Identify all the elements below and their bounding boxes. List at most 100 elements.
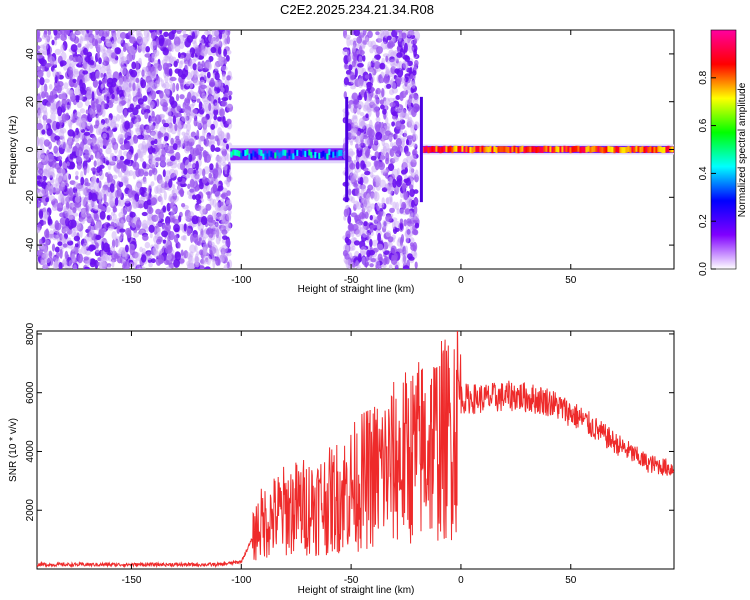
spectrogram-cell bbox=[100, 36, 106, 41]
spectrogram-cell bbox=[166, 244, 173, 254]
band-cell bbox=[557, 146, 560, 153]
spectrogram-cell bbox=[410, 212, 417, 221]
spectrogram-cell bbox=[388, 134, 393, 142]
spectrogram-cell bbox=[203, 103, 207, 113]
spectrogram-cell bbox=[349, 71, 355, 81]
spectrogram-cell bbox=[118, 235, 123, 242]
band-cell bbox=[571, 146, 574, 153]
spectrogram-cell bbox=[215, 38, 222, 46]
spectrogram-cell bbox=[373, 98, 381, 105]
spectrogram-cell bbox=[120, 100, 127, 105]
band-cell bbox=[242, 150, 245, 157]
band-cell bbox=[314, 152, 317, 158]
spectrogram-cell bbox=[223, 264, 229, 269]
x-tick-label: 0 bbox=[458, 575, 464, 586]
spectrogram-cell bbox=[354, 68, 358, 78]
spectrogram-cell bbox=[353, 98, 360, 109]
spectrogram-cell bbox=[186, 228, 191, 237]
spectrogram-cell bbox=[111, 259, 115, 268]
spectrogram-cell bbox=[73, 136, 80, 143]
spectrogram-cell bbox=[406, 135, 414, 140]
band-cell bbox=[613, 147, 616, 154]
spectrogram-cell bbox=[70, 219, 77, 229]
spectrogram-cell bbox=[68, 122, 73, 130]
spectrogram-cell bbox=[91, 218, 95, 226]
band-cell bbox=[453, 145, 456, 152]
spectrogram-cell bbox=[39, 77, 45, 86]
spectrogram-cell bbox=[135, 60, 140, 71]
spectrogram-cell bbox=[151, 147, 156, 153]
spectrogram-cell bbox=[81, 209, 85, 214]
spectrogram-cell bbox=[146, 199, 152, 206]
spectrogram-cell bbox=[83, 235, 89, 245]
spectrogram-cell bbox=[354, 166, 362, 173]
spectrogram-cell bbox=[212, 198, 217, 208]
spectrogram-cell bbox=[357, 78, 364, 88]
spectrogram-cell bbox=[373, 190, 378, 200]
spectrogram-cell bbox=[83, 154, 90, 161]
spectrogram-cell bbox=[187, 262, 194, 269]
band-cell bbox=[579, 147, 582, 154]
spectrogram-cell bbox=[198, 101, 203, 110]
spectrogram-cell bbox=[192, 63, 197, 71]
spectrogram-cell bbox=[62, 228, 69, 233]
spectrogram-cell bbox=[135, 152, 139, 160]
spectrogram-cell bbox=[226, 252, 232, 257]
spectrogram-cell bbox=[150, 90, 157, 100]
spectrogram-cell bbox=[60, 181, 66, 188]
spectrogram-cell bbox=[378, 162, 384, 168]
spectrogram-cell bbox=[399, 208, 405, 215]
band-cell bbox=[304, 151, 307, 157]
spectrogram-cell bbox=[154, 138, 158, 145]
spectrogram-cell bbox=[375, 124, 381, 133]
spectrogram-cell bbox=[360, 160, 366, 170]
spectrogram-cell bbox=[407, 253, 413, 260]
spectrogram-cell bbox=[37, 59, 40, 66]
y-tick-label: -40 bbox=[25, 237, 36, 252]
band-cell bbox=[653, 146, 656, 153]
band-cell bbox=[441, 146, 444, 153]
spectrogram-cell bbox=[160, 99, 164, 105]
spectrogram-cell bbox=[365, 113, 369, 119]
spectrogram-cell bbox=[125, 227, 132, 236]
spectrogram-cell bbox=[208, 103, 212, 112]
spectrogram-cell bbox=[118, 247, 126, 254]
band-cell bbox=[292, 153, 295, 160]
spectrogram-cell bbox=[72, 78, 77, 83]
spectrogram-cell bbox=[391, 121, 395, 127]
spectrogram-cell bbox=[393, 56, 399, 62]
spectrogram-cell bbox=[54, 135, 60, 141]
spectrogram-cell bbox=[61, 98, 67, 107]
spectrogram-cell bbox=[56, 32, 61, 39]
spectrogram-cell bbox=[225, 199, 232, 207]
spectrogram-cell bbox=[78, 57, 82, 66]
spectrogram-cell bbox=[370, 192, 375, 200]
spectrogram-cell bbox=[70, 246, 76, 252]
spectrogram-cell bbox=[120, 207, 128, 215]
spectrogram-cell bbox=[53, 30, 58, 36]
spectrogram-cell bbox=[187, 183, 191, 189]
spectrogram-cell bbox=[375, 131, 383, 141]
spectrogram-cell bbox=[128, 137, 134, 147]
spectrogram-cell bbox=[124, 198, 130, 204]
spectrogram-cell bbox=[106, 96, 110, 104]
spectrogram-cell bbox=[206, 255, 211, 266]
spectrogram-cell bbox=[174, 251, 181, 261]
spectrogram-cell bbox=[359, 112, 365, 117]
spectrogram-cell bbox=[45, 228, 49, 237]
spectrogram-cell bbox=[385, 55, 389, 63]
spectrogram-cell bbox=[116, 114, 121, 122]
spectrogram-cell bbox=[214, 30, 219, 38]
spectrogram-cell bbox=[43, 83, 48, 93]
spectrogram-cell bbox=[220, 251, 225, 256]
spectrogram-cell bbox=[360, 246, 367, 256]
spectrogram-cell bbox=[369, 47, 374, 54]
spectrogram-cell bbox=[176, 30, 181, 33]
spectrogram-cell bbox=[92, 144, 99, 154]
band-cell bbox=[631, 146, 634, 152]
spectrogram-cell bbox=[147, 81, 154, 87]
spectrogram-cell bbox=[373, 61, 381, 69]
spectrogram-cell bbox=[184, 145, 191, 154]
spectrogram-cell bbox=[148, 120, 153, 130]
x-tick-label: -150 bbox=[121, 575, 141, 586]
